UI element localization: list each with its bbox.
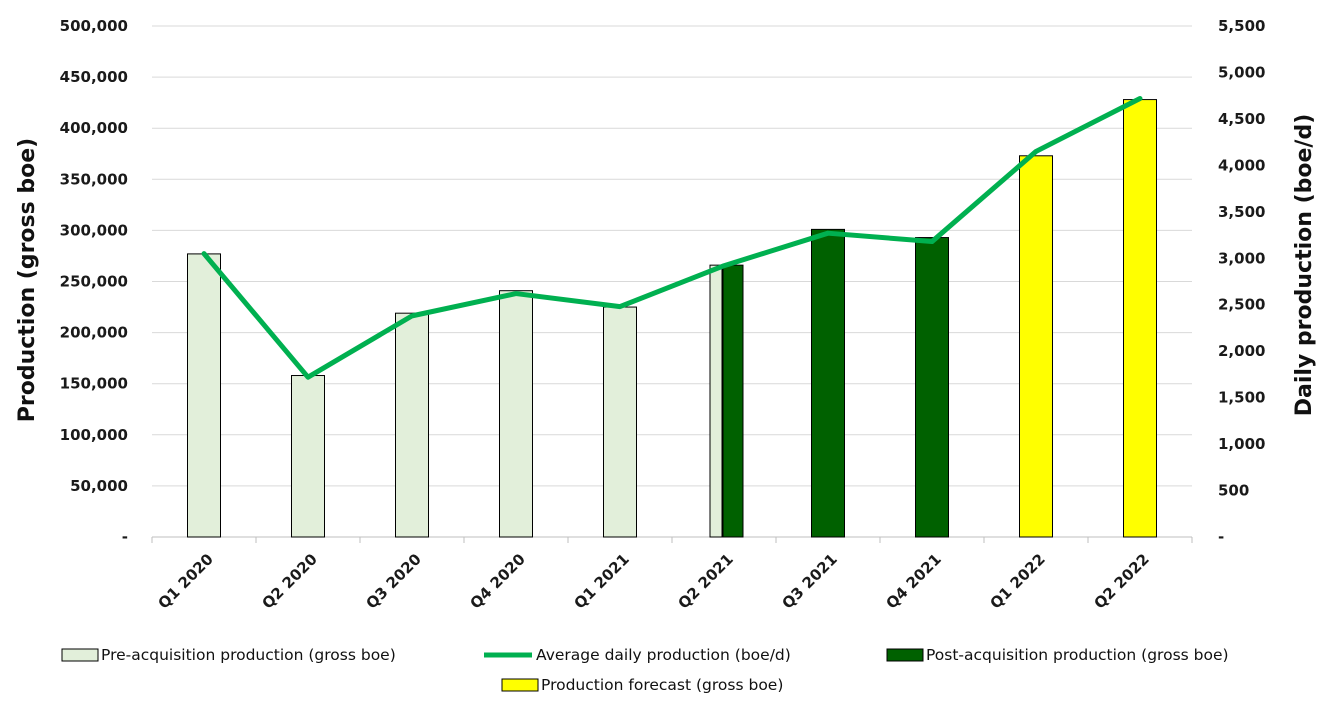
left-tick-label: 400,000: [60, 119, 128, 137]
bar: [499, 290, 533, 538]
x-tick-label: Q2 2021: [674, 550, 736, 612]
left-tick-label: 250,000: [60, 273, 128, 291]
left-tick-label: 100,000: [60, 426, 128, 444]
bar: [187, 253, 221, 538]
bar: [291, 375, 325, 538]
legend-item: Production forecast (gross boe): [501, 676, 783, 694]
left-tick-label: 450,000: [60, 68, 128, 86]
right-tick-label: 500: [1218, 482, 1249, 500]
left-tick-label: 50,000: [70, 477, 128, 495]
legend-item: Post-acquisition production (gross boe): [886, 646, 1229, 664]
x-tick-label: Q4 2021: [882, 550, 944, 612]
bars: [187, 99, 1157, 538]
left-tick-label: 350,000: [60, 170, 128, 188]
right-tick-label: 5,500: [1218, 17, 1265, 35]
gridlines: [152, 25, 1192, 538]
x-tick-label: Q2 2022: [1090, 550, 1152, 612]
bar: [915, 237, 949, 538]
legend-label: Average daily production (boe/d): [536, 646, 791, 664]
x-tick-label: Q3 2021: [778, 550, 840, 612]
x-axis-ticks: Q1 2020 Q2 2020 Q3 2020 Q4 2020 Q1 2021 Q2 20…: [151, 537, 1193, 612]
x-tick-label: Q3 2020: [362, 550, 424, 612]
right-tick-label: 4,500: [1218, 110, 1265, 128]
bar: [395, 312, 429, 538]
bar: [709, 264, 723, 538]
left-tick-label: 300,000: [60, 221, 128, 239]
legend-item: Pre-acquisition production (gross boe): [61, 646, 396, 664]
right-tick-label: 1,000: [1218, 435, 1265, 453]
bar: [811, 228, 845, 538]
left-tick-label: 150,000: [60, 375, 128, 393]
left-axis-ticks: - 50,000 100,000 150,000 200,000 250,000 300,0…: [60, 17, 128, 546]
legend-swatch: [61, 648, 99, 662]
daily-production-line-series: [201, 95, 1143, 380]
left-tick-label: 200,000: [60, 324, 128, 342]
right-tick-label: 1,500: [1218, 389, 1265, 407]
x-tick-label: Q4 2020: [466, 550, 528, 612]
x-tick-label: Q1 2022: [986, 550, 1048, 612]
left-axis-title: Production (gross boe): [15, 138, 40, 423]
right-tick-label: 5,000: [1218, 63, 1265, 81]
x-tick-label: Q1 2020: [154, 550, 216, 612]
left-tick-label: -: [122, 528, 128, 546]
right-axis-ticks: - 500 1,000 1,500 2,000 2,500 3,000 3,500 4,000 4…: [1218, 17, 1265, 546]
right-axis-title: Daily production (boe/d): [1292, 114, 1317, 417]
legend-label: Production forecast (gross boe): [541, 676, 783, 694]
right-tick-label: 3,500: [1218, 203, 1265, 221]
bar: [603, 306, 637, 538]
bar: [722, 264, 744, 538]
legend-item: Average daily production (boe/d): [484, 646, 791, 664]
line-path: [201, 95, 1143, 380]
legend: Pre-acquisition production (gross boe) Av…: [61, 646, 1229, 694]
legend-label: Pre-acquisition production (gross boe): [101, 646, 396, 664]
bar: [1123, 99, 1157, 538]
x-tick-label: Q2 2020: [258, 550, 320, 612]
right-tick-label: 2,000: [1218, 342, 1265, 360]
x-tick-label: Q1 2021: [570, 550, 632, 612]
right-tick-label: 4,000: [1218, 156, 1265, 174]
legend-swatch: [886, 648, 924, 662]
legend-label: Post-acquisition production (gross boe): [926, 646, 1229, 664]
right-tick-label: 3,000: [1218, 249, 1265, 267]
right-tick-label: -: [1218, 528, 1224, 546]
legend-swatch: [501, 678, 539, 692]
right-tick-label: 2,500: [1218, 296, 1265, 314]
bar: [1019, 155, 1053, 538]
left-tick-label: 500,000: [60, 17, 128, 35]
